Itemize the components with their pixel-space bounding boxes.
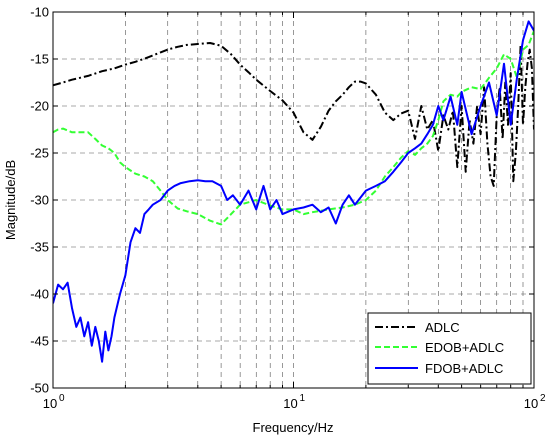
x-axis-title: Frequency/Hz [253,420,334,435]
x-tick-exponent: 0 [59,393,65,404]
legend-label-fdob: FDOB+ADLC [425,361,503,376]
legend: ADLC EDOB+ADLC FDOB+ADLC [367,312,532,385]
y-tick-label: -40 [30,287,49,302]
x-tick-exponent: 1 [300,393,306,404]
x-tick-labels: 10 0 10 1 10 2 [43,393,546,411]
y-tick-label: -15 [30,52,49,67]
ticks [53,11,534,389]
y-tick-label: -35 [30,240,49,255]
x-tick-exponent: 2 [540,393,546,404]
series-line-fdob-adlc [53,20,534,363]
y-axis-title: Magnitude/dB [3,160,18,240]
legend-box [367,312,532,385]
x-tick-label: 10 [524,396,538,411]
x-tick-label: 10 [43,396,57,411]
y-tick-label: -20 [30,99,49,114]
legend-label-edob: EDOB+ADLC [425,340,504,355]
y-tick-label: -30 [30,193,49,208]
y-tick-label: -50 [30,381,49,396]
series-group [53,20,534,363]
y-tick-label: -25 [30,146,49,161]
legend-label-adlc: ADLC [425,320,460,335]
y-tick-label: -10 [30,5,49,20]
series-line-edob-adlc [53,30,534,226]
x-tick-label: 10 [283,396,297,411]
y-tick-label: -45 [30,334,49,349]
y-tick-labels: -50 -45 -40 -35 -30 -25 -20 -15 -10 [30,5,49,396]
